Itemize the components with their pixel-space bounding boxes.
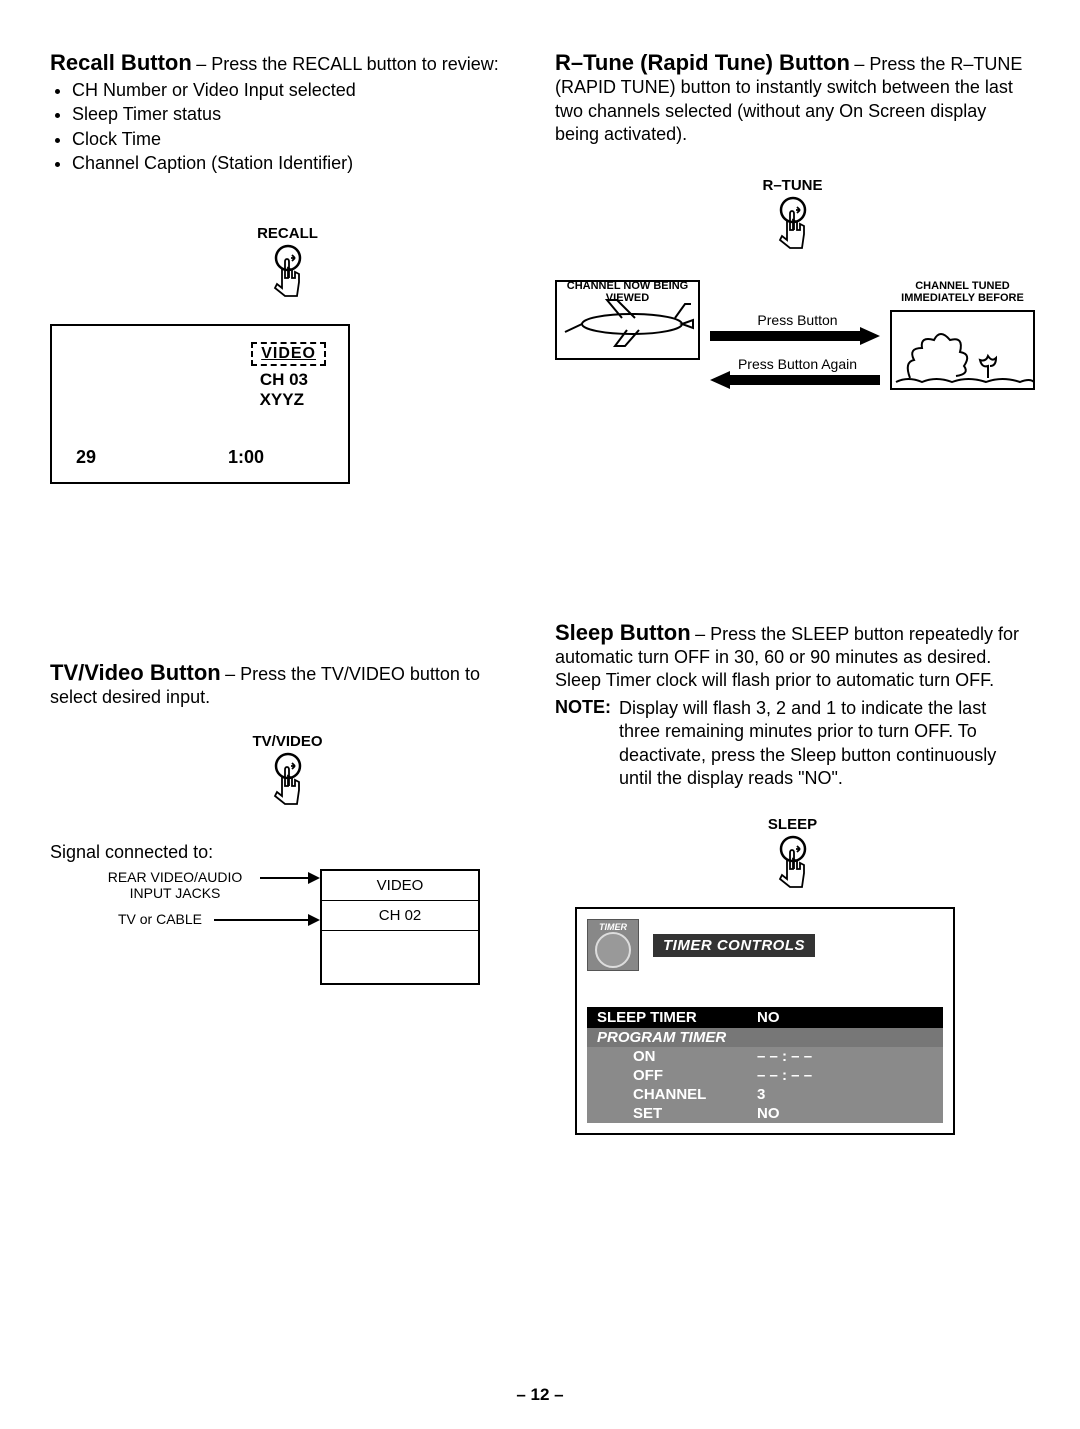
press-again-label: Press Button Again: [710, 356, 885, 372]
tv-cable-label: TV or CABLE: [110, 911, 210, 927]
recall-osd: VIDEO CH 03 XYYZ 29 1:00: [50, 324, 350, 484]
tvvideo-icon-label: TV/VIDEO: [50, 733, 525, 750]
osd-channel: CH 03: [260, 370, 308, 390]
signal-connected-label: Signal connected to:: [50, 842, 525, 863]
sleep-title: Sleep Button: [555, 620, 691, 645]
recall-icon-label: RECALL: [50, 225, 525, 242]
input-video: VIDEO: [322, 871, 478, 894]
rtune-title: R–Tune (Rapid Tune) Button: [555, 50, 850, 75]
rear-jacks-label: REAR VIDEO/AUDIO INPUT JACKS: [90, 869, 260, 901]
tvvideo-dash: –: [225, 664, 240, 684]
osd-video-tag: VIDEO: [251, 342, 326, 366]
press-icon: [770, 196, 816, 250]
recall-lead: Press the RECALL button to review:: [211, 54, 498, 74]
arrow-left-icon: [710, 373, 880, 387]
trees-icon: [892, 312, 1037, 392]
tvvideo-title: TV/Video Button: [50, 660, 221, 685]
osd-sleep: 29: [76, 447, 96, 468]
rtune-icon-label: R–TUNE: [555, 177, 1030, 194]
channel-now-box: [555, 280, 700, 360]
plane-icon: [557, 282, 702, 362]
timer-osd: TIMER TIMER CONTROLS SLEEP TIMER NO PROG…: [575, 907, 955, 1135]
recall-bullet: CH Number or Video Input selected: [72, 78, 525, 102]
recall-bullet: Channel Caption (Station Identifier): [72, 151, 525, 175]
arrow-right-icon: [710, 329, 880, 343]
sleep-timer-val: NO: [757, 1009, 780, 1026]
page-number: – 12 –: [0, 1385, 1080, 1405]
sleep-section: Sleep Button – Press the SLEEP button re…: [555, 620, 1030, 1136]
recall-bullets: CH Number or Video Input selected Sleep …: [72, 78, 525, 175]
note-label: NOTE:: [555, 697, 611, 791]
osd-caption: XYYZ: [260, 390, 304, 410]
sleep-timer-key: SLEEP TIMER: [597, 1009, 757, 1026]
timer-icon: TIMER: [587, 919, 639, 971]
tvvideo-section: TV/Video Button – Press the TV/VIDEO but…: [50, 660, 525, 1000]
recall-bullet: Clock Time: [72, 127, 525, 151]
osd-clock: 1:00: [228, 447, 264, 468]
signal-diagram: REAR VIDEO/AUDIO INPUT JACKS TV or CABLE…: [50, 869, 490, 999]
channel-before-caption: CHANNEL TUNED IMMEDIATELY BEFORE: [890, 280, 1035, 304]
rtune-section: R–Tune (Rapid Tune) Button – Press the R…: [555, 50, 1030, 500]
press-icon: [265, 752, 311, 806]
recall-dash: –: [196, 54, 211, 74]
channel-before-box: [890, 310, 1035, 390]
rtune-diagram: CHANNEL NOW BEING VIEWED CHANNEL TUNED I…: [555, 280, 1030, 500]
rtune-dash: –: [854, 54, 869, 74]
timer-title: TIMER CONTROLS: [653, 934, 815, 957]
sleep-dash: –: [695, 624, 710, 644]
input-box: VIDEO CH 02: [320, 869, 480, 985]
sleep-icon-label: SLEEP: [555, 816, 1030, 833]
recall-section: Recall Button – Press the RECALL button …: [50, 50, 525, 484]
press-icon: [265, 244, 311, 298]
press-icon: [770, 835, 816, 889]
recall-title: Recall Button: [50, 50, 192, 75]
note-text: Display will flash 3, 2 and 1 to indicat…: [619, 697, 1030, 791]
arrow-icon: [260, 877, 318, 879]
recall-bullet: Sleep Timer status: [72, 102, 525, 126]
program-timer-header: PROGRAM TIMER: [587, 1028, 943, 1047]
arrow-icon: [214, 919, 318, 921]
input-channel: CH 02: [322, 901, 478, 924]
sleep-note: NOTE: Display will flash 3, 2 and 1 to i…: [555, 697, 1030, 791]
timer-table: SLEEP TIMER NO PROGRAM TIMER ON– – : – –…: [587, 1007, 943, 1123]
press-button-label: Press Button: [710, 312, 885, 328]
